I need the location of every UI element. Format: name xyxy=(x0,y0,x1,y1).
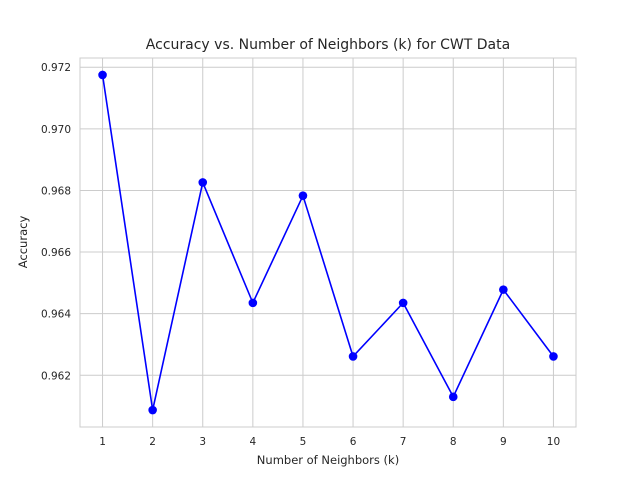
data-point xyxy=(348,352,358,361)
x-tick-label: 5 xyxy=(300,436,307,448)
plot-area xyxy=(79,57,577,428)
y-tick-label: 0.970 xyxy=(41,124,71,136)
y-tick-label: 0.968 xyxy=(41,185,71,197)
data-point xyxy=(248,298,258,308)
x-tick-label: 6 xyxy=(350,436,357,448)
data-point xyxy=(448,392,458,402)
data-point xyxy=(198,178,208,187)
y-tick-label: 0.966 xyxy=(41,247,71,259)
data-point xyxy=(98,70,107,80)
series xyxy=(98,70,558,415)
x-tick-label: 1 xyxy=(99,436,106,448)
y-tick-label: 0.964 xyxy=(41,309,71,321)
grid xyxy=(80,58,576,427)
x-axis-ticks: 1 2 3 4 5 6 7 8 9 10 xyxy=(99,436,560,448)
data-point xyxy=(398,298,408,308)
x-tick-label: 4 xyxy=(250,436,257,448)
data-point xyxy=(148,405,157,415)
x-tick-label: 7 xyxy=(400,436,407,448)
y-axis-ticks: 0.962 0.964 0.966 0.968 0.970 0.972 xyxy=(41,62,71,382)
y-axis-label: Accuracy xyxy=(16,216,30,269)
x-axis-label: Number of Neighbors (k) xyxy=(257,453,399,467)
data-point xyxy=(549,352,558,361)
x-tick-label: 2 xyxy=(149,436,156,448)
y-tick-label: 0.972 xyxy=(41,62,71,74)
chart-title: Accuracy vs. Number of Neighbors (k) for… xyxy=(146,37,510,53)
series-line xyxy=(101,74,555,411)
data-point xyxy=(499,285,508,294)
x-tick-label: 3 xyxy=(199,436,206,448)
data-point xyxy=(298,191,308,200)
x-tick-label: 10 xyxy=(547,436,560,448)
y-tick-label: 0.962 xyxy=(41,370,71,382)
x-tick-label: 9 xyxy=(500,436,507,448)
x-tick-label: 8 xyxy=(450,436,457,448)
